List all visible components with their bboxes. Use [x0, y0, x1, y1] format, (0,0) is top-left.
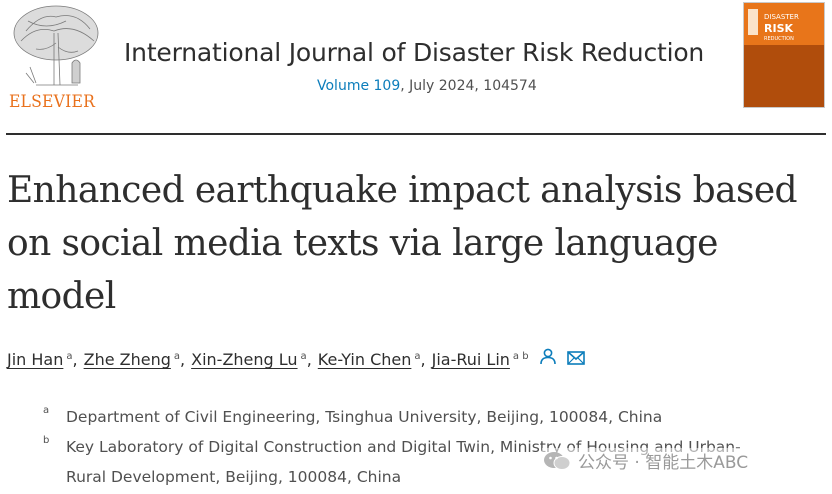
watermark-text: 公众号 · 智能土木ABC: [578, 453, 749, 473]
author[interactable]: Ke-Yin Chen a: [318, 350, 421, 369]
author-separator: ,: [420, 350, 426, 369]
author-name[interactable]: Jin Han: [7, 350, 64, 369]
publisher-wordmark: ELSEVIER: [8, 92, 96, 112]
cover-line2: RISK: [764, 22, 794, 35]
elsevier-tree-icon: [13, 5, 99, 86]
author-list: Jin Han a, Zhe Zheng a, Xin-Zheng Lu a, Ke-…: [7, 347, 585, 369]
article-title: Enhanced earthquake impact analysis base…: [7, 164, 827, 323]
volume-line: Volume 109, July 2024, 104574: [317, 78, 537, 94]
cover-stripe: [748, 9, 758, 35]
affiliation-marker[interactable]: a: [173, 350, 181, 362]
affiliation-text: Department of Civil Engineering, Tsinghu…: [66, 408, 663, 426]
author[interactable]: Zhe Zheng a: [84, 350, 180, 369]
author-separator: ,: [306, 350, 312, 369]
author[interactable]: Jin Han a: [7, 350, 73, 369]
author-name[interactable]: Xin-Zheng Lu: [191, 350, 298, 369]
author-name[interactable]: Jia-Rui Lin: [431, 350, 510, 369]
title-line: Enhanced earthquake impact analysis base…: [7, 170, 798, 211]
author[interactable]: Jia-Rui Lin a b: [432, 350, 529, 369]
elsevier-logo[interactable]: ELSEVIER: [6, 3, 106, 112]
chat-bubble-icon: [544, 451, 571, 470]
journal-cover[interactable]: DISASTER RISK REDUCTION: [743, 2, 825, 108]
author-separator: ,: [180, 350, 186, 369]
person-icon[interactable]: [539, 347, 557, 369]
title-line: on social media texts via large language: [7, 223, 718, 264]
issue-details: , July 2024, 104574: [400, 78, 537, 94]
author-name[interactable]: Zhe Zheng: [83, 350, 171, 369]
envelope-icon[interactable]: [566, 350, 585, 369]
affiliation-marker[interactable]: a: [300, 350, 307, 362]
cover-image: [744, 45, 824, 107]
author[interactable]: Xin-Zheng Lu a: [191, 350, 307, 369]
volume-link[interactable]: Volume 109: [317, 78, 401, 94]
affiliation-marker[interactable]: a: [66, 350, 73, 362]
affiliation-marker[interactable]: a: [414, 350, 421, 362]
cover-line3: REDUCTION: [764, 36, 794, 42]
affiliation-mark: b: [43, 435, 50, 446]
affiliation-marker[interactable]: a b: [512, 350, 529, 362]
watermark: 公众号 · 智能土木ABC: [542, 448, 749, 473]
journal-title[interactable]: International Journal of Disaster Risk R…: [124, 38, 705, 67]
affiliation-text: Rural Development, Beijing, 100084, Chin…: [66, 468, 402, 486]
title-line: model: [7, 276, 116, 317]
author-separator: ,: [72, 350, 78, 369]
affiliation-a: a Department of Civil Engineering, Tsing…: [43, 402, 662, 432]
cover-line1: DISASTER: [764, 13, 799, 21]
affiliation-mark: a: [43, 405, 50, 416]
author-name[interactable]: Ke-Yin Chen: [317, 350, 412, 369]
header-divider: [6, 133, 826, 135]
